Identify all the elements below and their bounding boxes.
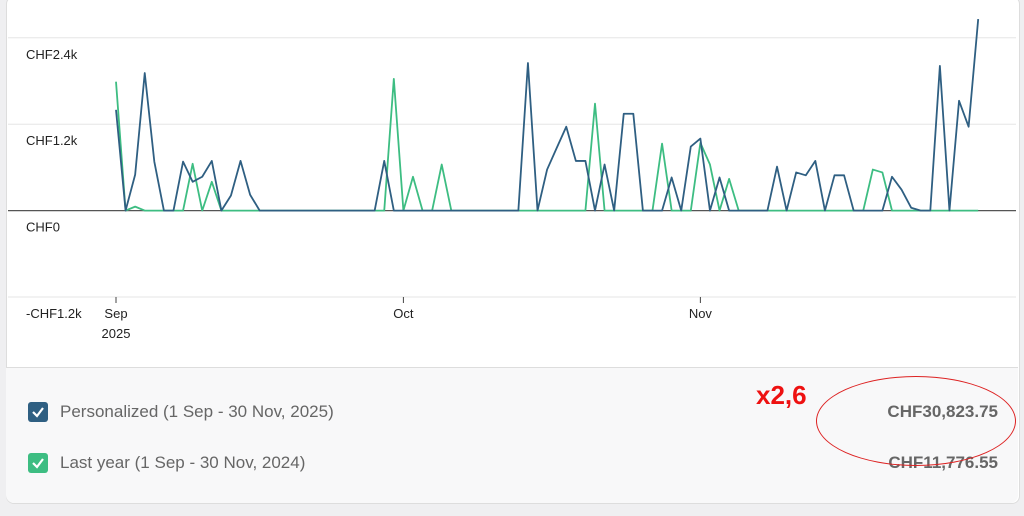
y-tick-label: -CHF1.2k <box>26 306 82 321</box>
check-icon <box>32 458 44 469</box>
highlight-ellipse <box>816 376 1016 466</box>
legend-label: Personalized (1 Sep - 30 Nov, 2025) <box>60 402 334 421</box>
chart: CHF2.4k CHF1.2k CHF0 -CHF1.2k Sep 2025 Oct Nov <box>8 19 1016 341</box>
legend-item: Personalized (1 Sep - 30 Nov, 2025) <box>28 400 334 424</box>
checkbox[interactable] <box>28 453 48 473</box>
y-tick-label: CHF0 <box>26 220 60 235</box>
check-icon <box>32 407 44 418</box>
check <box>32 407 44 418</box>
check <box>32 458 44 469</box>
x-tick-label: Oct <box>393 306 414 321</box>
legend-label: Last year (1 Sep - 30 Nov, 2024) <box>60 453 306 472</box>
legend: Personalized (1 Sep - 30 Nov, 2025) CHF30… <box>6 367 1018 503</box>
annotation: x2,6 <box>756 380 807 410</box>
x-tick-label: Sep <box>104 306 127 321</box>
checkbox[interactable] <box>28 402 48 422</box>
legend-item: Last year (1 Sep - 30 Nov, 2024) <box>28 451 305 475</box>
series-line <box>115 19 980 212</box>
y-tick-label: CHF2.4k <box>26 47 78 62</box>
x-tick-label: Nov <box>689 306 713 321</box>
y-tick-label: CHF1.2k <box>26 133 78 148</box>
x-sublabel: 2025 <box>102 326 131 341</box>
